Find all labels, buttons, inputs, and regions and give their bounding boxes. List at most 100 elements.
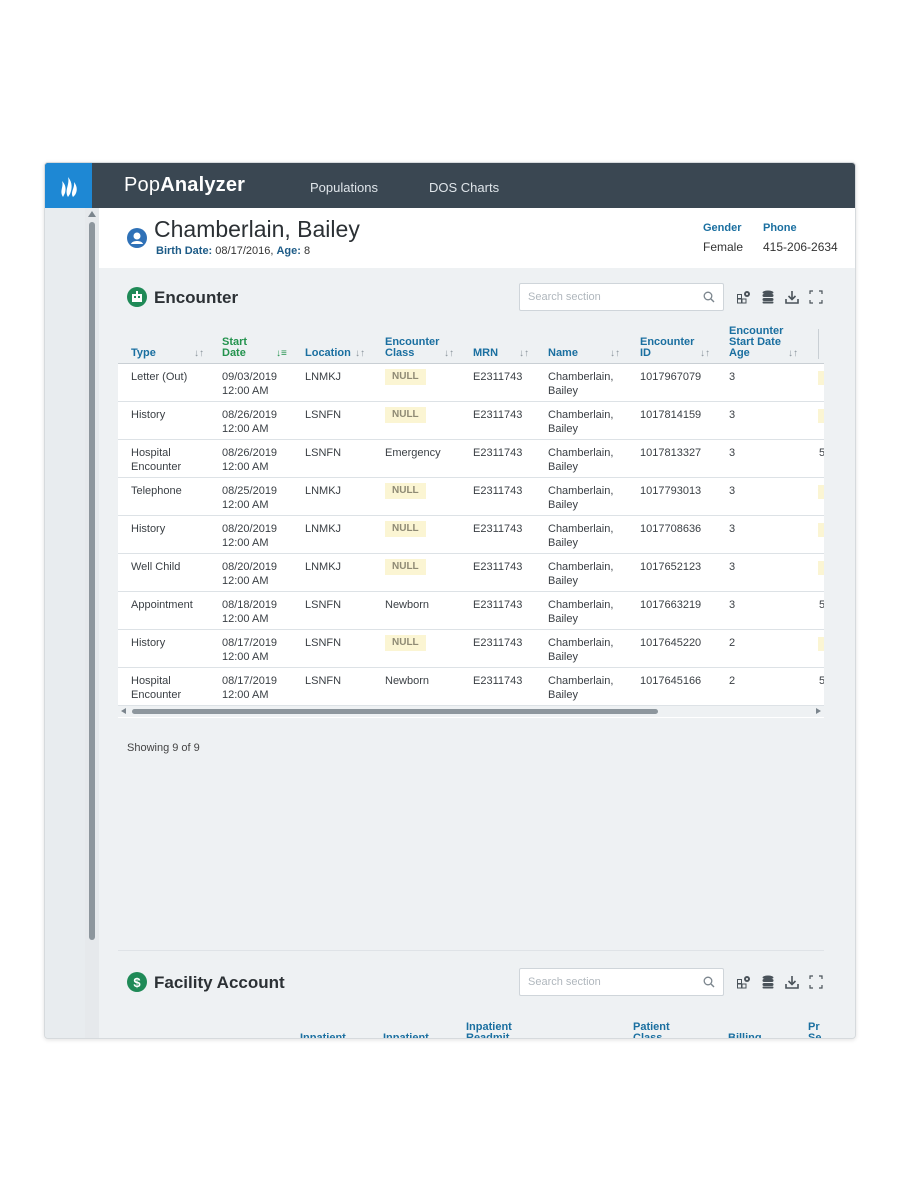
facility-search-box[interactable]: [519, 968, 724, 996]
table-row[interactable]: Hospital Encounter 08/17/2019 12:00 AM LSNFN…: [118, 668, 824, 706]
cell-mrn: E2311743: [473, 409, 523, 421]
scroll-left-arrow-icon[interactable]: [121, 708, 126, 714]
col-cutoff[interactable]: PrSeLirNa: [808, 1022, 822, 1039]
sort-icon[interactable]: ↓↑: [355, 348, 365, 359]
scroll-up-arrow-icon[interactable]: [88, 211, 96, 217]
search-icon[interactable]: [703, 976, 715, 988]
encounter-title: Encounter: [154, 288, 239, 307]
settings-grid-icon[interactable]: [737, 290, 751, 304]
vertical-scrollbar[interactable]: [85, 208, 99, 1038]
download-icon[interactable]: [785, 975, 799, 989]
col-billing-location-name[interactable]: BillingLocationName: [728, 1033, 774, 1039]
col-mrn-label: MRN: [473, 347, 499, 359]
patient-name: Chamberlain, Bailey: [154, 216, 360, 242]
vertical-scroll-thumb[interactable]: [89, 222, 95, 940]
col-start-date[interactable]: Start Date: [222, 337, 247, 359]
cell-encounter-class: NULL: [385, 635, 426, 651]
col-inpatient-readmit-discharge-date[interactable]: InpatientReadmitDischargeDate: [466, 1022, 519, 1039]
cell-mrn: E2311743: [473, 523, 523, 535]
cell-location: LSNFN: [305, 637, 342, 649]
cell-mrn: E2311743: [473, 599, 523, 611]
table-row[interactable]: Letter (Out) 09/03/2019 12:00 AM LNMKJ NULL E…: [118, 364, 824, 402]
phone-value: 415-206-2634: [763, 240, 838, 254]
cell-encounter-class: NULL: [385, 521, 426, 537]
sort-icon[interactable]: ↓↑: [700, 348, 710, 359]
col-name[interactable]: Name: [548, 348, 578, 359]
app-title-bold: Analyzer: [160, 174, 246, 196]
expand-icon[interactable]: [809, 290, 823, 304]
cell-start-date: 08/26/2019 12:00 AM: [222, 447, 278, 473]
table-row[interactable]: Telephone 08/25/2019 12:00 AM LNMKJ NULL E231…: [118, 478, 824, 516]
table-row[interactable]: History 08/17/2019 12:00 AM LSNFN NULL E23117…: [118, 630, 824, 668]
sort-icon[interactable]: ↓↑: [610, 348, 620, 359]
main-content: Chamberlain, Bailey Birth Date: 08/17/20…: [99, 208, 855, 1039]
null-badge: NULL: [385, 407, 426, 423]
col-next-cutoff: [818, 329, 824, 359]
cell-type: History: [131, 523, 166, 535]
database-icon[interactable]: [761, 290, 775, 304]
col-type[interactable]: Type: [131, 348, 156, 359]
col-patient-class-normalized-label: Patient: [633, 1021, 670, 1033]
facility-search-input[interactable]: [520, 969, 690, 995]
gender-label: Gender: [703, 222, 742, 234]
expand-icon[interactable]: [809, 975, 823, 989]
encounter-table-header: Type ↓↑ Start Date ↓≡ Location ↓↑ Encount…: [118, 318, 824, 364]
col-encounter-id[interactable]: Encounter ID: [640, 337, 694, 359]
cell-start-date: 08/26/2019 12:00 AM: [222, 409, 278, 435]
cell-type: History: [131, 409, 166, 421]
col-inpatient-readmit-discharge-date-label: Inpatient: [466, 1021, 512, 1033]
cell-name: Chamberlain, Bailey: [548, 409, 614, 435]
cell-name: Chamberlain, Bailey: [548, 561, 614, 587]
col-inpatient-admit-date[interactable]: InpatientAdmitDate: [300, 1033, 346, 1039]
encounter-horizontal-scrollbar[interactable]: [118, 706, 824, 717]
sort-desc-icon[interactable]: ↓≡: [276, 348, 287, 359]
top-navbar: PopAnalyzer Populations DOS Charts: [45, 163, 855, 208]
sort-icon[interactable]: ↓↑: [444, 348, 454, 359]
table-row[interactable]: History 08/26/2019 12:00 AM LSNFN NULL E23117…: [118, 402, 824, 440]
age-value: 8: [304, 245, 311, 257]
cell-name: Chamberlain, Bailey: [548, 371, 614, 397]
encounter-search-box[interactable]: [519, 283, 724, 311]
cell-mrn: E2311743: [473, 675, 523, 687]
col-start-date-label-2: Date: [222, 347, 246, 359]
table-row[interactable]: Well Child 08/20/2019 12:00 AM LNMKJ NULL E23…: [118, 554, 824, 592]
nav-populations[interactable]: Populations: [310, 180, 378, 195]
cell-age: 3: [729, 523, 736, 535]
scroll-right-arrow-icon[interactable]: [816, 708, 821, 714]
sort-icon[interactable]: ↓↑: [788, 348, 798, 359]
birth-date-value: 08/17/2016,: [215, 245, 274, 257]
download-icon[interactable]: [785, 290, 799, 304]
nav-dos-charts[interactable]: DOS Charts: [429, 180, 500, 195]
table-row[interactable]: History 08/20/2019 12:00 AM LNMKJ NULL E23117…: [118, 516, 824, 554]
col-type-label: Type: [131, 347, 156, 359]
cell-age: 3: [729, 371, 736, 383]
horizontal-scroll-thumb[interactable]: [132, 709, 658, 714]
col-id-label-2: ID: [640, 347, 651, 359]
cell-age: 2: [729, 675, 736, 687]
cut-off-null-badge: [818, 637, 824, 651]
col-encounter-class[interactable]: Encounter Class: [385, 337, 439, 359]
cut-off-cell: 5: [819, 599, 824, 613]
col-mrn[interactable]: MRN: [473, 348, 498, 359]
col-inpatient-readmit-date[interactable]: InpatientReadmitDate: [383, 1033, 429, 1039]
search-icon[interactable]: [703, 291, 715, 303]
col-patient-class-normalized[interactable]: PatientClassNormalizedDescription: [633, 1022, 694, 1039]
birth-date-label: Birth Date:: [156, 245, 213, 257]
cut-off-null-badge: [818, 523, 824, 537]
table-row[interactable]: Appointment 08/18/2019 12:00 AM LSNFN Newbor…: [118, 592, 824, 630]
app-title-light: Pop: [124, 174, 161, 196]
sort-icon[interactable]: ↓↑: [519, 348, 529, 359]
settings-grid-icon[interactable]: [737, 975, 751, 989]
col-location[interactable]: Location: [305, 348, 351, 359]
encounter-search-input[interactable]: [520, 284, 690, 310]
flame-logo-icon[interactable]: [45, 163, 92, 208]
cut-off-null-badge: [818, 371, 824, 385]
col-start-date-age[interactable]: Encounter Start Date Age: [729, 326, 783, 359]
sort-icon[interactable]: ↓↑: [194, 348, 204, 359]
table-row[interactable]: Hospital Encounter 08/26/2019 12:00 AM LSNFN…: [118, 440, 824, 478]
section-divider: [118, 950, 824, 951]
facility-account-table: AdmitDate↓≡DischargeDate↓↑InpatientAdmit…: [118, 1021, 824, 1039]
col-inpatient-readmit-discharge-date-label: Readmit: [466, 1032, 510, 1039]
cut-off-null-badge: [818, 561, 824, 575]
database-icon[interactable]: [761, 975, 775, 989]
